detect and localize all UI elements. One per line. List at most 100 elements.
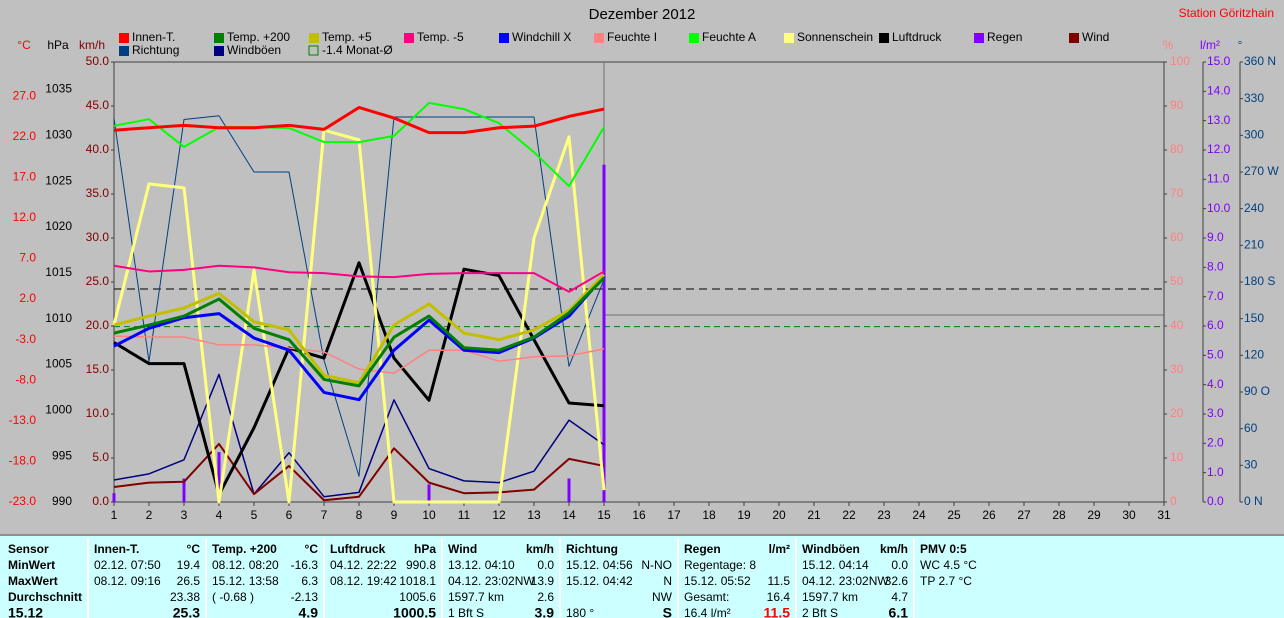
table-value: 990.8 — [406, 558, 436, 572]
x-tick-label: 28 — [1052, 508, 1066, 522]
x-tick-label: 12 — [492, 508, 506, 522]
column-header: Windböen — [802, 542, 860, 556]
table-value: 4.7 — [891, 590, 908, 604]
table-cell: ( -0.68 ) — [212, 590, 254, 604]
y-tick-label: 210 — [1244, 238, 1264, 252]
y-tick-label: 0 — [1170, 494, 1177, 508]
column-header: Richtung — [566, 542, 618, 556]
series-line — [113, 273, 606, 385]
table-cell: 08.12. 19:42 — [330, 574, 397, 588]
x-tick-label: 3 — [181, 508, 188, 522]
table-cell: 15.12. 04:14 — [802, 558, 869, 572]
column-header: Sensor — [8, 542, 49, 556]
table-cell: 15.12. 05:52 — [684, 574, 751, 588]
rain-bar — [217, 452, 221, 502]
y-tick-label: 27.0 — [13, 88, 37, 102]
axis-unit: km/h — [79, 38, 105, 52]
rain-bar — [602, 164, 606, 502]
table-background — [0, 536, 1284, 618]
table-cell: 13.12. 04:10 — [448, 558, 515, 572]
y-tick-label: 25.0 — [86, 274, 110, 288]
x-tick-label: 27 — [1017, 508, 1031, 522]
table-cell: Gesamt: — [684, 590, 729, 604]
y-tick-label: 11.0 — [1207, 172, 1230, 186]
y-tick-label: 60 — [1244, 421, 1258, 435]
y-tick-label: 3.0 — [1207, 406, 1224, 420]
x-tick-label: 4 — [216, 508, 223, 522]
y-tick-label: 70 — [1170, 186, 1184, 200]
y-tick-label: 270 W — [1244, 164, 1279, 178]
table-value: NW — [652, 590, 673, 604]
table-cell: 15.12. 04:42 — [566, 574, 633, 588]
table-value: N — [663, 574, 672, 588]
table-value: 1018.1 — [399, 574, 436, 588]
y-tick-label: 15.0 — [86, 362, 110, 376]
column-header: Wind — [448, 542, 477, 556]
table-value: 0.0 — [537, 558, 554, 572]
rain-bar — [112, 493, 116, 502]
column-unit: l/m² — [769, 542, 790, 556]
y-tick-label: 9.0 — [1207, 230, 1224, 244]
table-cell: Durchschnitt — [8, 590, 82, 604]
table-value: 1000.5 — [393, 605, 436, 618]
y-tick-label: 30 — [1244, 458, 1258, 472]
y-tick-label: 80 — [1170, 142, 1184, 156]
column-header: Temp. +200 — [212, 542, 277, 556]
table-cell: MaxWert — [8, 574, 58, 588]
y-tick-label: 120 — [1244, 348, 1264, 362]
y-tick-label: -23.0 — [9, 494, 37, 508]
axis-unit: % — [1163, 38, 1174, 52]
table-value: 11.5 — [764, 605, 791, 618]
legend-label: Innen-T. — [132, 30, 175, 44]
x-tick-label: 21 — [807, 508, 821, 522]
table-cell: Regentage: 8 — [684, 558, 756, 572]
x-tick-label: 9 — [391, 508, 398, 522]
y-tick-label: 6.0 — [1207, 318, 1224, 332]
legend-label: Temp. +200 — [227, 30, 290, 44]
axis-unit: ° — [1238, 38, 1243, 52]
y-tick-label: 12.0 — [1207, 142, 1231, 156]
legend-label: Feuchte I — [607, 30, 657, 44]
x-tick-label: 15 — [597, 508, 611, 522]
x-tick-label: 16 — [632, 508, 646, 522]
y-tick-label: 22.0 — [13, 129, 37, 143]
table-cell: MinWert — [8, 558, 55, 572]
y-tick-label: 45.0 — [86, 98, 110, 112]
table-cell: 2 Bft S — [802, 606, 838, 618]
table-cell: 15.12. 04:56 — [566, 558, 633, 572]
table-cell: 04.12. 23:02NW — [802, 574, 889, 588]
y-tick-label: 0.0 — [1207, 494, 1224, 508]
table-cell: 15.12 — [8, 605, 43, 618]
y-tick-label: 90 O — [1244, 384, 1270, 398]
y-tick-label: 0 N — [1244, 494, 1263, 508]
y-tick-label: 10 — [1170, 450, 1184, 464]
y-tick-label: 995 — [52, 448, 72, 462]
legend-label: Windchill X — [512, 30, 571, 44]
y-tick-label: 20.0 — [86, 318, 110, 332]
legend-swatch — [1069, 33, 1079, 43]
table-cell: 1597.7 km — [802, 590, 858, 604]
table-cell: 1597.7 km — [448, 590, 504, 604]
column-header: Regen — [684, 542, 721, 556]
x-tick-label: 19 — [737, 508, 751, 522]
x-tick-label: 23 — [877, 508, 891, 522]
table-cell: 08.12. 08:20 — [212, 558, 279, 572]
x-tick-label: 5 — [251, 508, 258, 522]
y-tick-label: 1015 — [45, 265, 72, 279]
station-name: Station Göritzhain — [1179, 6, 1274, 20]
y-tick-label: 4.0 — [1207, 377, 1224, 391]
table-value: 6.1 — [889, 605, 909, 618]
y-tick-label: 7.0 — [19, 251, 36, 265]
table-cell: 04.12. 22:22 — [330, 558, 397, 572]
y-tick-label: 40.0 — [86, 142, 110, 156]
table-value: 11.5 — [768, 574, 791, 588]
y-tick-label: 1010 — [45, 311, 72, 325]
legend-swatch — [214, 33, 224, 43]
plot-frame — [113, 61, 1165, 503]
x-tick-label: 18 — [702, 508, 716, 522]
y-tick-label: -8.0 — [15, 372, 36, 386]
legend-swatch — [974, 33, 984, 43]
column-unit: hPa — [414, 542, 436, 556]
y-tick-label: 100 — [1170, 54, 1190, 68]
